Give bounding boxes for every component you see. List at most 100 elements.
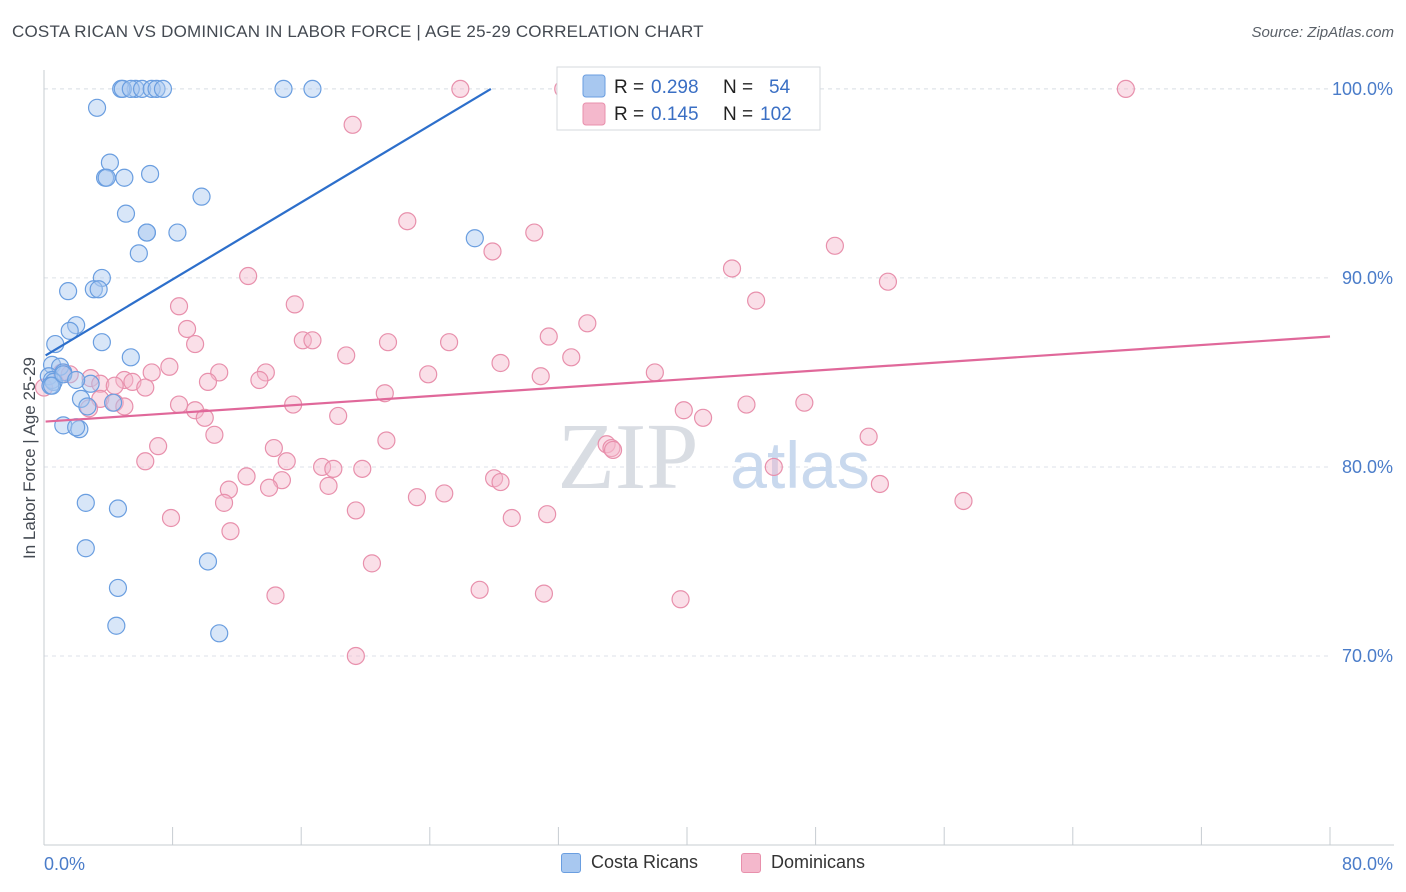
legend-swatch-dominicans <box>582 102 606 126</box>
bottom-legend: Costa Ricans Dominicans <box>0 852 1406 878</box>
costa-ricans-point-31 <box>121 348 140 367</box>
dominicans-point-41 <box>198 372 218 391</box>
dominicans-point-82 <box>502 508 521 528</box>
dominicans-point-30 <box>531 367 550 386</box>
dominicans-point-18 <box>378 333 398 352</box>
dominicans-point-3 <box>343 115 362 134</box>
dominicans-point-85 <box>221 522 240 541</box>
costa-ricans-point-48 <box>67 418 86 437</box>
costa-ricans-point-49 <box>76 493 95 512</box>
x-tick-label-0: 0.0% <box>44 854 85 874</box>
dominicans-point-24 <box>491 353 510 373</box>
dominicans-point-19 <box>439 333 459 352</box>
dominicans-point-37 <box>250 370 269 390</box>
y-tick-label-2: 90.0% <box>1342 268 1393 288</box>
costa-ricans-point-25 <box>59 282 78 301</box>
costa-ricans-trend-line <box>45 87 492 357</box>
costa-ricans-point-30 <box>92 333 111 352</box>
dominicans-point-86 <box>362 554 382 573</box>
costa-ricans-point-20 <box>168 223 187 242</box>
costa-ricans-point-21 <box>129 244 148 263</box>
dominicans-point-2 <box>1116 79 1135 99</box>
dominicans-point-76 <box>259 478 279 497</box>
costa-ricans-swatch <box>561 852 581 873</box>
dominicans-point-92 <box>870 474 890 494</box>
dominicans-point-83 <box>538 505 557 524</box>
dominicans-point-23 <box>562 348 581 367</box>
costa-ricans-point-43 <box>71 389 91 409</box>
costa-ricans-point-13 <box>97 168 116 187</box>
costa-ricans-point-52 <box>198 552 218 571</box>
costa-ricans-point-10 <box>87 98 107 117</box>
costa-ricans-point-40 <box>81 374 100 393</box>
dominicans-point-89 <box>266 586 285 605</box>
legend-r-value-1: 0.298 <box>651 77 699 98</box>
dominicans-point-67 <box>312 457 332 477</box>
costa-ricans-point-15 <box>140 164 160 184</box>
dominicans-point-64 <box>264 438 283 458</box>
costa-ricans-point-53 <box>108 578 128 598</box>
bottom-legend-costa-ricans: Costa Ricans <box>561 852 698 873</box>
costa-ricans-point-50 <box>108 499 128 518</box>
costa-ricans-point-6 <box>147 79 166 99</box>
costa-ricans-point-14 <box>115 168 134 187</box>
y-axis-label: In Labor Force | Age 25-29 <box>20 357 39 559</box>
watermark: ZIP atlas <box>558 405 870 509</box>
costa-ricans-point-8 <box>274 79 293 99</box>
dominicans-point-57 <box>205 425 224 444</box>
dominicans-point-49 <box>737 395 756 414</box>
costa-ricans-point-26 <box>465 229 484 248</box>
gridlines <box>44 88 1330 657</box>
dominicans-point-26 <box>142 363 161 382</box>
costa-ricans-point-55 <box>210 624 229 643</box>
legend-r-value-2: 0.145 <box>651 104 699 125</box>
dominicans-point-70 <box>764 457 783 477</box>
legend-r-label-2: R = <box>614 104 644 125</box>
legend-n-label-1: N = <box>723 77 753 98</box>
dominicans-point-77 <box>319 476 338 495</box>
dominicans-point-14 <box>578 314 597 333</box>
dominicans-label: Dominicans <box>771 852 866 872</box>
dominicans-point-63 <box>149 437 168 456</box>
costa-ricans-point-23 <box>84 280 103 299</box>
dominicans-point-20 <box>539 327 558 346</box>
costa-ricans-point-44 <box>78 397 97 416</box>
bottom-legend-dominicans: Dominicans <box>741 852 865 873</box>
y-tick-label-0: 70.0% <box>1342 646 1393 666</box>
dominicans-point-54 <box>329 406 348 426</box>
legend-n-value-1: 54 <box>769 77 791 98</box>
dominicans-point-81 <box>346 501 365 520</box>
x-tick-labels: 0.0% 80.0% <box>44 854 1393 874</box>
costa-ricans-label: Costa Ricans <box>591 852 699 872</box>
dominicans-point-6 <box>483 242 502 261</box>
legend-n-value-2: 102 <box>760 104 792 125</box>
dominicans-point-13 <box>747 291 766 310</box>
dominicans-point-62 <box>859 427 878 446</box>
costa-ricans-point-39 <box>42 376 62 395</box>
dominicans-point-17 <box>303 331 322 350</box>
dominicans-point-90 <box>671 590 690 609</box>
dominicans-point-55 <box>693 408 713 427</box>
dominicans-point-66 <box>277 452 296 471</box>
dominicans-point-88 <box>534 584 554 603</box>
costa-ricans-point-45 <box>104 393 123 412</box>
costa-ricans-point-54 <box>107 616 126 635</box>
costa-ricans-point-9 <box>303 79 322 99</box>
axes <box>43 70 1394 846</box>
costa-ricans-point-19 <box>137 223 156 242</box>
dominicans-point-15 <box>177 319 197 339</box>
dominicans-point-40 <box>136 378 155 397</box>
costa-ricans-point-51 <box>76 539 95 558</box>
dominicans-point-46 <box>169 395 189 414</box>
dominicans-point-16 <box>293 331 312 350</box>
dominicans-point-28 <box>256 363 275 382</box>
dominicans-point-12 <box>285 295 304 314</box>
dominicans-point-50 <box>795 393 814 412</box>
dominicans-point-21 <box>186 334 205 354</box>
trend-lines <box>45 87 1331 423</box>
costa-ricans-point-7 <box>153 79 173 99</box>
costa-ricans-points <box>39 79 484 643</box>
dominicans-point-91 <box>346 646 365 666</box>
costa-ricans-point-11 <box>100 153 120 172</box>
y-tick-label-1: 80.0% <box>1342 457 1393 477</box>
